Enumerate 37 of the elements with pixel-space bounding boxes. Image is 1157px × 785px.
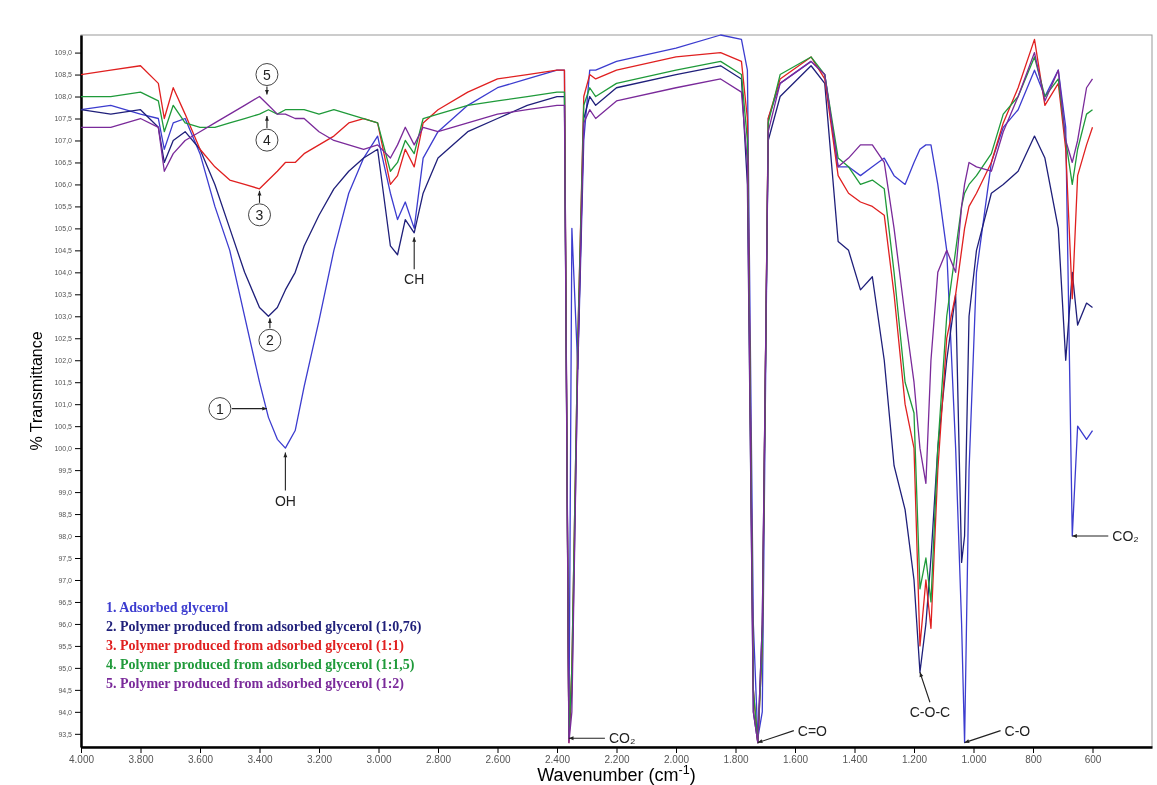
x-tick-label: 800	[1025, 754, 1043, 766]
x-tick-label: 1.200	[901, 754, 928, 766]
annotation: CO₂	[1112, 528, 1139, 545]
text: 4. Polymer produced from adsorbed glycerol (1:1,5)	[106, 657, 415, 673]
x-axis-title: Wavenumber (cm$^{-1}$)	[537, 763, 696, 785]
annotation: CO₂	[608, 730, 636, 747]
x-tick-label: 1.800	[723, 754, 749, 766]
x-tick-label: 1.000	[961, 754, 987, 766]
annotation: C-O-C	[909, 704, 951, 721]
x-tick-label: 4.000	[68, 754, 95, 766]
text: 2. Polymer produced from adsorbed glycerol (1:0,76)	[106, 619, 422, 635]
x-tick-label: 3.400	[247, 754, 273, 766]
x-tick-label: 600	[1084, 754, 1102, 766]
x-tick-label: 3.800	[128, 754, 154, 766]
text: 5. Polymer produced from adsorbed glycerol (1:2)	[106, 676, 405, 692]
text: 3. Polymer produced from adsorbed glycerol (1:1)	[106, 638, 405, 654]
x-tick-label: 2.600	[485, 754, 511, 766]
annotation: CH	[404, 271, 425, 288]
x-tick-label: 2.000	[663, 754, 690, 766]
text: 1. Adsorbed glycerol	[106, 600, 229, 615]
annotation: C-O	[1004, 722, 1031, 739]
annotation: OH	[274, 492, 296, 509]
x-tick-label: 2.800	[425, 754, 452, 766]
y-axis-title: % Transmittance	[28, 331, 45, 451]
annotation: 3	[255, 206, 264, 223]
annotation: C=O	[797, 722, 828, 739]
annotation: 5	[263, 66, 272, 83]
annotation: 2	[266, 332, 275, 349]
x-tick-label: 2.400	[544, 754, 571, 766]
x-tick-label: 2.200	[604, 754, 630, 766]
x-tick-label: 3.200	[306, 754, 333, 766]
x-tick-label: 1.400	[842, 754, 868, 766]
annotation: 1	[216, 400, 225, 417]
x-tick-label: 3.600	[187, 754, 214, 766]
x-tick-label: 3.000	[366, 754, 392, 766]
annotation: 4	[263, 132, 272, 149]
x-tick-label: 1.600	[782, 754, 809, 766]
